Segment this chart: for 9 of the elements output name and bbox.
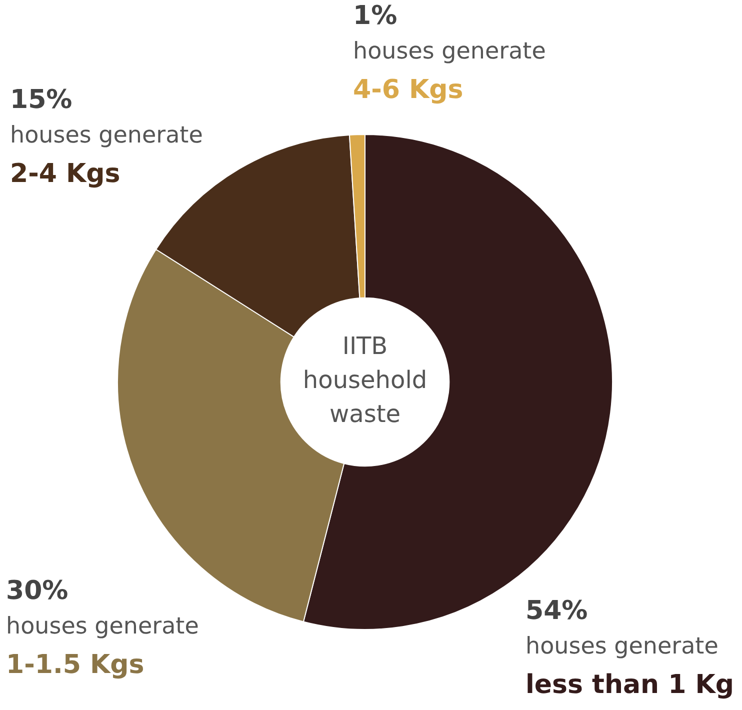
- slice-label: houses generate less than 1 Kg: [526, 633, 734, 700]
- text: IITB household waste: [302, 332, 428, 428]
- slice-label: houses generate 2-4 Kgs: [10, 122, 203, 189]
- data-label: 1%: [353, 0, 398, 31]
- slice-label: houses generate 1-1.5 Kgs: [6, 613, 199, 680]
- data-label: 54%: [526, 596, 588, 626]
- data-label: 15%: [10, 84, 72, 115]
- data-label: 30%: [6, 576, 68, 606]
- slice-label: houses generate 4-6 Kgs: [353, 38, 546, 105]
